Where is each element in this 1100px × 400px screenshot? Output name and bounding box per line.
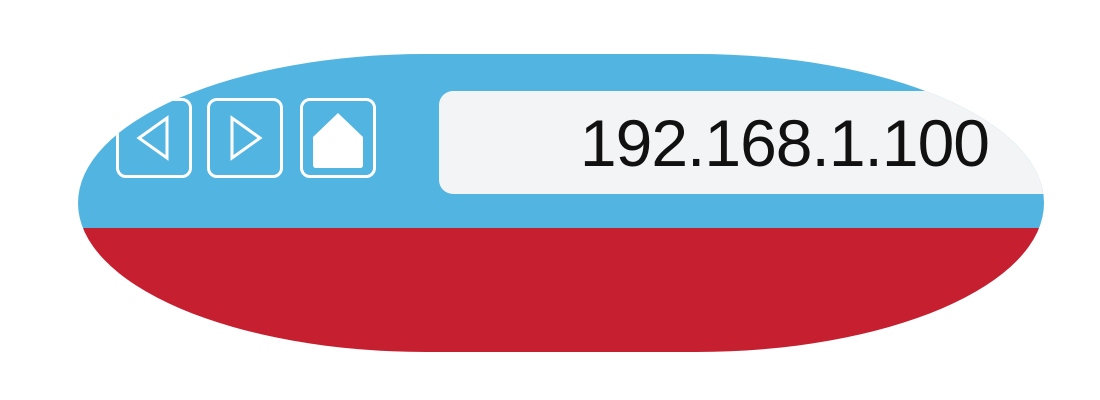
- forward-button[interactable]: [207, 98, 283, 178]
- back-button[interactable]: [116, 98, 192, 178]
- brand-bar: redpitaya: [78, 228, 1044, 352]
- forward-triangle-icon: [230, 115, 263, 161]
- address-value: 192.168.1.100: [579, 105, 990, 180]
- browser-window: 192.168.1.100: [78, 54, 1044, 352]
- home-button[interactable]: [300, 98, 376, 178]
- back-triangle-icon: [136, 115, 169, 161]
- address-bar[interactable]: 192.168.1.100: [439, 91, 1044, 194]
- home-icon: [313, 113, 363, 168]
- browser-toolbar: 192.168.1.100: [78, 54, 1044, 228]
